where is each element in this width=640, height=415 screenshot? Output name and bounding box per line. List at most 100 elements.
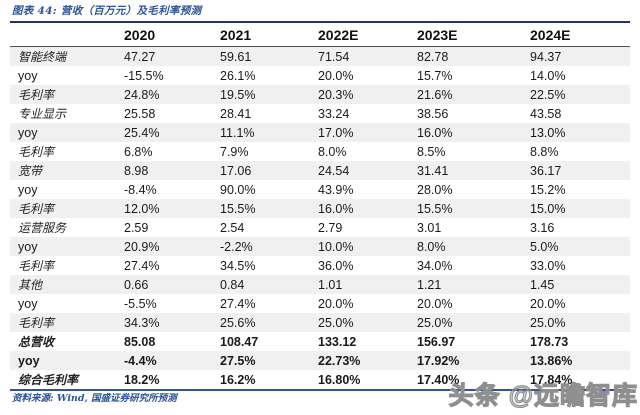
cell-value: 15.0% bbox=[530, 201, 566, 216]
table-row: yoy 25.4% 11.1% 17.0% 16.0% 13.0% bbox=[10, 123, 630, 142]
cell-value: 15.7% bbox=[417, 68, 453, 83]
table-row: 毛利率 34.3% 25.6% 25.0% 25.0% 25.0% bbox=[10, 313, 630, 332]
cell-value: 20.3% bbox=[318, 87, 354, 102]
cell-value: 27.4% bbox=[124, 258, 160, 273]
row-label: yoy bbox=[18, 353, 40, 368]
cell-value: 17.06 bbox=[220, 163, 252, 178]
cell-value: 20.0% bbox=[417, 296, 453, 311]
table-row: yoy -15.5% 26.1% 20.0% 15.7% 14.0% bbox=[10, 66, 630, 85]
cell-value: 27.5% bbox=[220, 353, 256, 368]
cell-value: -15.5% bbox=[124, 68, 164, 83]
cell-value: 31.41 bbox=[417, 163, 449, 178]
cell-value: 133.12 bbox=[318, 334, 357, 349]
row-label: 毛利率 bbox=[18, 202, 55, 216]
table-row: yoy -8.4% 90.0% 43.9% 28.0% 15.2% bbox=[10, 180, 630, 199]
cell-value: 178.73 bbox=[530, 334, 569, 349]
row-label: 毛利率 bbox=[18, 316, 55, 330]
cell-value: 90.0% bbox=[220, 182, 256, 197]
cell-value: 25.0% bbox=[530, 315, 566, 330]
cell-value: 6.8% bbox=[124, 144, 153, 159]
table-row: 宽带 8.98 17.06 24.54 31.41 36.17 bbox=[10, 161, 630, 180]
row-label: 专业显示 bbox=[18, 107, 67, 121]
cell-value: 20.0% bbox=[530, 296, 566, 311]
cell-value: 14.0% bbox=[530, 68, 566, 83]
cell-value: 33.0% bbox=[530, 258, 566, 273]
cell-value: 82.78 bbox=[417, 49, 449, 64]
table-row: 毛利率 24.8% 19.5% 20.3% 21.6% 22.5% bbox=[10, 85, 630, 104]
cell-value: 1.01 bbox=[318, 277, 343, 292]
cell-value: 108.47 bbox=[220, 334, 259, 349]
cell-value: -8.4% bbox=[124, 182, 157, 197]
cell-value: 0.66 bbox=[124, 277, 149, 292]
cell-value: 43.58 bbox=[530, 106, 562, 121]
cell-value: 17.84% bbox=[530, 370, 630, 391]
row-label: yoy bbox=[18, 125, 38, 140]
header-cell-2021: 2021 bbox=[220, 26, 252, 43]
cell-value: 8.5% bbox=[417, 144, 446, 159]
table-row: 智能终端 47.27 59.61 71.54 82.78 94.37 bbox=[10, 46, 630, 66]
cell-value: 25.0% bbox=[318, 315, 354, 330]
cell-value: 12.0% bbox=[124, 201, 160, 216]
cell-value: 38.56 bbox=[417, 106, 449, 121]
cell-value: 13.0% bbox=[530, 125, 566, 140]
watermark: 头条 @远瞻智库 bbox=[448, 381, 638, 410]
cell-value: 16.0% bbox=[318, 201, 354, 216]
cell-value: 24.54 bbox=[318, 163, 350, 178]
row-label: yoy bbox=[18, 239, 38, 254]
cell-value: 20.0% bbox=[318, 296, 354, 311]
row-label: yoy bbox=[18, 296, 38, 311]
row-label: 毛利率 bbox=[18, 88, 55, 102]
cell-value: 71.54 bbox=[318, 49, 350, 64]
table-row: 毛利率 6.8% 7.9% 8.0% 8.5% 8.8% bbox=[10, 142, 630, 161]
row-label: 宽带 bbox=[18, 164, 43, 178]
cell-value: 25.6% bbox=[220, 315, 256, 330]
cell-value: 10.0% bbox=[318, 239, 354, 254]
cell-value: 24.8% bbox=[124, 87, 160, 102]
cell-value: 43.9% bbox=[318, 182, 354, 197]
cell-value: 25.0% bbox=[417, 315, 453, 330]
cell-value: 16.0% bbox=[417, 125, 453, 140]
cell-value: -4.4% bbox=[124, 353, 157, 368]
cell-value: 20.0% bbox=[318, 68, 354, 83]
table-row: 毛利率 12.0% 15.5% 16.0% 15.5% 15.0% bbox=[10, 199, 630, 218]
source-note: 资料来源: Wind, 国盛证券研究所预测 bbox=[12, 393, 177, 404]
cell-value: 25.58 bbox=[124, 106, 156, 121]
cell-value: 1.21 bbox=[417, 277, 442, 292]
header-cell-2024E: 2024E bbox=[530, 26, 571, 43]
page-title: 图表 44: 营收（百万元）及毛利率预测 bbox=[12, 5, 202, 17]
cell-value: 22.5% bbox=[530, 87, 566, 102]
cell-value: 21.6% bbox=[417, 87, 453, 102]
row-label: 智能终端 bbox=[18, 50, 67, 64]
cell-value: 22.73% bbox=[318, 353, 361, 368]
cell-value: 18.2% bbox=[124, 370, 220, 391]
table-row: yoy 20.9% -2.2% 10.0% 8.0% 5.0% bbox=[10, 237, 630, 256]
table-body: 智能终端 47.27 59.61 71.54 82.78 94.37 yoy -15.5% 26… bbox=[10, 46, 630, 391]
cell-value: 17.92% bbox=[417, 353, 460, 368]
table-header-row: 2020 2021 2022E 2023E 2024E bbox=[10, 22, 630, 47]
cell-value: 85.08 bbox=[124, 334, 156, 349]
row-label: 运营服务 bbox=[18, 221, 67, 235]
cell-value: 13.86% bbox=[530, 353, 573, 368]
cell-value: 15.2% bbox=[530, 182, 566, 197]
corner-cell bbox=[10, 22, 124, 47]
cell-value: -2.2% bbox=[220, 239, 253, 254]
cell-value: 34.3% bbox=[124, 315, 160, 330]
cell-value: 7.9% bbox=[220, 144, 249, 159]
cell-value: 94.37 bbox=[530, 49, 562, 64]
table-row: 专业显示 25.58 28.41 33.24 38.56 43.58 bbox=[10, 104, 630, 123]
cell-value: 59.61 bbox=[220, 49, 252, 64]
table-row: 综合毛利率 18.2% 16.2% 16.80% 17.40% 17.84% bbox=[10, 370, 630, 391]
row-label: 毛利率 bbox=[18, 145, 55, 159]
header-cell-2022E: 2022E bbox=[318, 26, 359, 43]
cell-value: 34.5% bbox=[220, 258, 256, 273]
cell-value: 8.0% bbox=[318, 144, 347, 159]
cell-value: 47.27 bbox=[124, 49, 156, 64]
cell-value: 28.0% bbox=[417, 182, 453, 197]
cell-value: -5.5% bbox=[124, 296, 157, 311]
cell-value: 1.45 bbox=[530, 277, 555, 292]
table-row: yoy -4.4% 27.5% 22.73% 17.92% 13.86% bbox=[10, 351, 630, 370]
row-label: 毛利率 bbox=[18, 259, 55, 273]
cell-value: 28.41 bbox=[220, 106, 252, 121]
cell-value: 17.0% bbox=[318, 125, 354, 140]
